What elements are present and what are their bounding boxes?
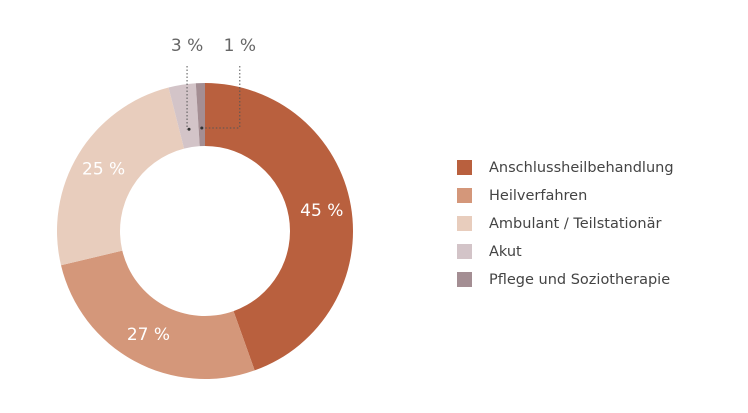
- legend-swatch: [457, 188, 472, 203]
- leader-dot: [200, 126, 204, 130]
- legend-label: Heilverfahren: [489, 188, 587, 204]
- legend-label: Akut: [489, 244, 522, 260]
- legend-label: Anschlussheilbehandlung: [489, 160, 674, 176]
- donut-slice: [57, 87, 185, 266]
- donut-slice: [205, 83, 354, 371]
- legend-swatch: [457, 272, 472, 287]
- legend-label: Ambulant / Teilstationär: [489, 216, 661, 232]
- slice-label: 25 %: [82, 160, 125, 180]
- slice-label: 45 %: [300, 201, 343, 221]
- donut-slice: [195, 83, 205, 147]
- donut-slice: [168, 83, 200, 149]
- legend-swatch: [457, 216, 472, 231]
- slice-label: 27 %: [127, 325, 170, 345]
- donut-slice: [61, 250, 255, 379]
- legend-swatch: [457, 244, 472, 259]
- legend-label: Pflege und Soziotherapie: [489, 272, 670, 288]
- legend-swatch: [457, 160, 472, 175]
- slice-label: 1 %: [224, 36, 256, 56]
- leader-dot: [187, 127, 191, 131]
- slice-label: 3 %: [171, 36, 203, 56]
